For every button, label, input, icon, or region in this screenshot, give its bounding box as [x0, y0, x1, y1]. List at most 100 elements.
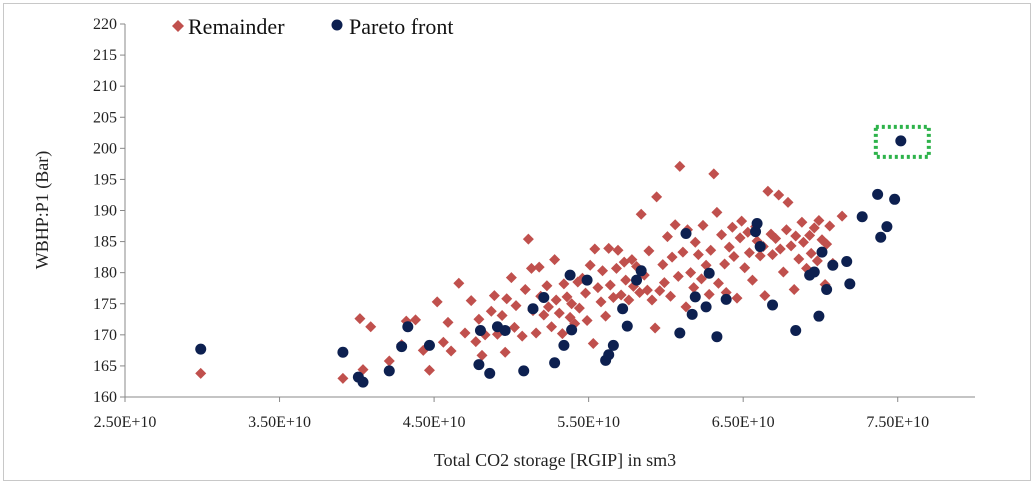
remainder-point [573, 302, 585, 314]
pareto-point [607, 339, 619, 351]
remainder-point [553, 307, 565, 319]
remainder-point [808, 222, 820, 234]
remainder-point [793, 253, 805, 265]
remainder-point [470, 336, 482, 348]
remainder-point [661, 231, 673, 243]
remainder-point [610, 262, 622, 274]
remainder-point [804, 229, 816, 241]
remainder-point [530, 327, 542, 339]
remainder-point [459, 327, 471, 339]
pareto-point [827, 259, 839, 271]
remainder-point [442, 316, 454, 328]
remainder-point [525, 262, 537, 274]
x-ticks: 2.50E+10 3.50E+10 4.50E+10 5.50E+10 6.50E+10… [94, 397, 929, 431]
remainder-point [797, 236, 809, 248]
remainder-point [666, 251, 678, 263]
series-pareto-front [195, 135, 907, 388]
remainder-point [556, 328, 568, 340]
pareto-point [700, 301, 712, 313]
remainder-point [665, 290, 677, 302]
remainder-point [743, 247, 755, 259]
pareto-point [337, 346, 349, 358]
pareto-point [720, 293, 732, 305]
pareto-point [680, 228, 692, 240]
remainder-point [657, 259, 669, 271]
x-tick-label: 7.50E+10 [866, 414, 929, 431]
pareto-point [875, 231, 887, 243]
remainder-point [777, 266, 789, 278]
pareto-point [621, 320, 633, 332]
pareto-point [889, 193, 901, 205]
remainder-point [423, 364, 435, 376]
legend: Remainder Pareto front [172, 14, 453, 39]
remainder-point [680, 301, 692, 313]
y-tick-label: 220 [93, 16, 117, 33]
remainder-point [589, 243, 601, 255]
remainder-point [337, 372, 349, 384]
pareto-point [674, 327, 686, 339]
remainder-point [453, 277, 465, 289]
pareto-point [617, 303, 629, 315]
legend-remainder-marker [172, 20, 184, 32]
pareto-point [821, 283, 833, 295]
remainder-point [796, 216, 808, 228]
remainder-point [561, 291, 573, 303]
pareto-point [686, 308, 698, 320]
remainder-point [488, 290, 500, 302]
remainder-point [711, 206, 723, 218]
pareto-point [808, 266, 820, 278]
remainder-point [496, 310, 508, 322]
pareto-point [816, 246, 828, 258]
remainder-point [623, 294, 635, 306]
pareto-point [703, 267, 715, 279]
pareto-point [895, 135, 907, 147]
remainder-point [767, 249, 779, 261]
y-tick-label: 210 [93, 78, 117, 95]
pareto-point [549, 357, 561, 369]
remainder-point [705, 244, 717, 256]
remainder-point [669, 219, 681, 231]
remainder-point [788, 283, 800, 295]
pareto-point [474, 324, 486, 336]
pareto-point [423, 339, 435, 351]
remainder-point [790, 230, 802, 242]
remainder-point [510, 300, 522, 312]
remainder-point [603, 242, 615, 254]
remainder-point [522, 233, 534, 245]
remainder-point [641, 284, 653, 296]
pareto-point [881, 221, 893, 233]
pareto-point [484, 367, 496, 379]
remainder-point [473, 313, 485, 325]
remainder-point [734, 232, 746, 244]
remainder-point [672, 270, 684, 282]
remainder-point [719, 258, 731, 270]
remainder-point [505, 272, 517, 284]
y-tick-label: 165 [93, 358, 117, 375]
remainder-point [445, 345, 457, 357]
remainder-point [597, 265, 609, 277]
pareto-point [581, 274, 593, 286]
remainder-point [754, 250, 766, 262]
remainder-point [465, 295, 477, 307]
series-remainder [195, 160, 848, 384]
y-tick-label: 200 [93, 140, 117, 157]
remainder-point [592, 282, 604, 294]
remainder-point [508, 321, 520, 333]
remainder-point [674, 160, 686, 172]
remainder-point [365, 321, 377, 333]
pareto-point [499, 324, 511, 336]
pareto-point [767, 299, 779, 311]
pareto-point [844, 278, 856, 290]
remainder-point [677, 246, 689, 258]
remainder-point [643, 245, 655, 257]
pareto-point [538, 292, 550, 304]
pareto-point [383, 365, 395, 377]
remainder-point [708, 168, 720, 180]
remainder-point [774, 243, 786, 255]
remainder-point [383, 355, 395, 367]
remainder-point [692, 249, 704, 261]
x-tick-label: 2.50E+10 [94, 414, 157, 431]
pareto-point [473, 359, 485, 371]
remainder-point [600, 310, 612, 322]
